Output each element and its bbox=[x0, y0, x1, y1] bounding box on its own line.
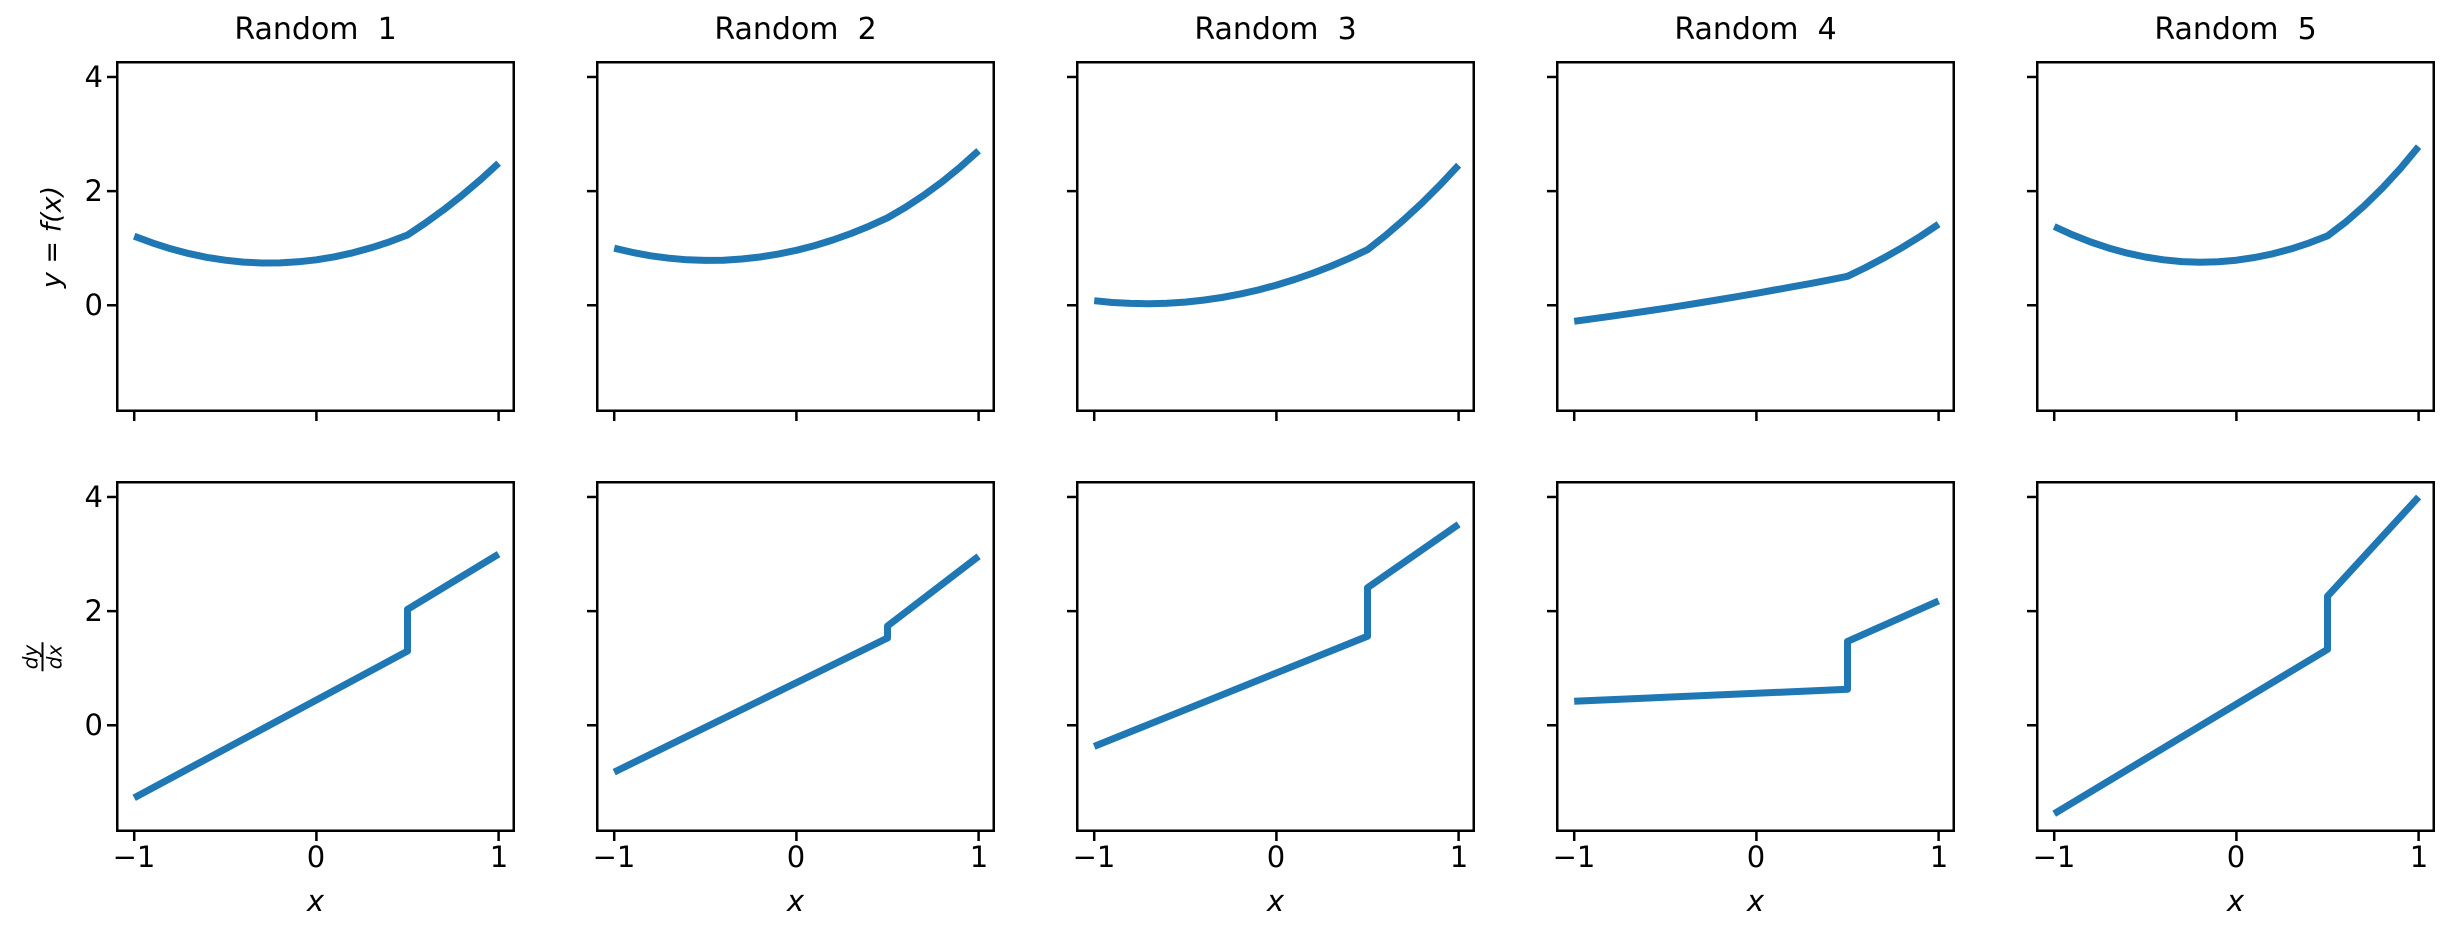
axes-spines bbox=[2036, 481, 2435, 832]
title-random-5: Random 5 bbox=[2154, 12, 2317, 47]
xtick-label: −1 bbox=[592, 840, 636, 874]
xtick-label: 1 bbox=[1449, 840, 1469, 874]
xtick-label: −1 bbox=[112, 840, 156, 874]
xticks-col-3: −1 0 1 bbox=[1072, 840, 1475, 876]
dy-dx-fraction: dy dx bbox=[18, 642, 67, 672]
xtick-label: 1 bbox=[489, 840, 509, 874]
xtick-label: −1 bbox=[2032, 840, 2076, 874]
plot-area-function-3 bbox=[1067, 61, 1475, 421]
curve-function bbox=[1573, 221, 1941, 325]
xtick-label: 0 bbox=[1746, 840, 1766, 874]
ytick-label-0-top: 0 bbox=[84, 288, 103, 322]
axes-spines bbox=[1076, 61, 1475, 412]
xlabel-col-3: x bbox=[1266, 884, 1285, 918]
curve-function bbox=[2052, 144, 2422, 266]
ytick-label-0-bottom: 0 bbox=[84, 708, 103, 742]
plot-area-function-5 bbox=[2027, 61, 2435, 421]
curve-function bbox=[1093, 162, 1462, 308]
ytick-label-4-top: 4 bbox=[84, 60, 103, 94]
xtick-label: 0 bbox=[2226, 840, 2246, 874]
curve-derivative bbox=[1574, 597, 1941, 705]
axes-spines bbox=[1556, 61, 1955, 412]
xtick-label: 1 bbox=[2409, 840, 2429, 874]
curve-derivative bbox=[612, 553, 981, 776]
plot-area-derivative-1 bbox=[107, 481, 515, 841]
axes-spines bbox=[1076, 481, 1475, 832]
axes-spines bbox=[1556, 481, 1955, 832]
plot-area-derivative-2 bbox=[587, 481, 995, 841]
curve-derivative bbox=[1092, 521, 1461, 750]
xtick-label: −1 bbox=[1552, 840, 1596, 874]
title-random-3: Random 3 bbox=[1194, 12, 1357, 47]
curve-derivative bbox=[2052, 494, 2422, 817]
ytick-label-2-top: 2 bbox=[84, 174, 103, 208]
plot-area-derivative-4 bbox=[1547, 481, 1955, 841]
xticks-col-1: −1 0 1 bbox=[112, 840, 515, 876]
xlabel-col-1: x bbox=[306, 884, 325, 918]
axes-spines bbox=[2036, 61, 2435, 412]
fraction-numerator: dy bbox=[18, 644, 43, 670]
title-random-1: Random 1 bbox=[234, 12, 397, 47]
xtick-label: 1 bbox=[969, 840, 989, 874]
axes-spines bbox=[596, 481, 995, 832]
xtick-label: 0 bbox=[786, 840, 806, 874]
xtick-label: 1 bbox=[1929, 840, 1949, 874]
xlabel-col-5: x bbox=[2226, 884, 2245, 918]
title-random-2: Random 2 bbox=[714, 12, 877, 47]
curve-function bbox=[613, 148, 981, 264]
xlabel-col-2: x bbox=[786, 884, 805, 918]
curve-function bbox=[132, 160, 501, 267]
fraction-denominator: dx bbox=[41, 642, 67, 672]
axes-spines bbox=[116, 61, 515, 412]
plot-area-function-4 bbox=[1547, 61, 1955, 421]
xtick-label: 0 bbox=[306, 840, 326, 874]
axes-spines bbox=[596, 61, 995, 412]
ytick-label-2-bottom: 2 bbox=[84, 594, 103, 628]
xticks-col-4: −1 0 1 bbox=[1552, 840, 1955, 876]
plot-area-function-1 bbox=[107, 61, 515, 421]
plot-area-derivative-3 bbox=[1067, 481, 1475, 841]
curve-derivative bbox=[132, 551, 501, 801]
axes-spines bbox=[116, 481, 515, 832]
xlabel-col-4: x bbox=[1746, 884, 1765, 918]
plot-area-function-2 bbox=[587, 61, 995, 421]
ylabel-derivative: dy dx bbox=[18, 642, 69, 672]
xticks-col-5: −1 0 1 bbox=[2032, 840, 2435, 876]
title-random-4: Random 4 bbox=[1674, 12, 1837, 47]
xticks-col-2: −1 0 1 bbox=[592, 840, 995, 876]
plot-area-derivative-5 bbox=[2027, 481, 2435, 841]
xtick-label: 0 bbox=[1266, 840, 1286, 874]
ytick-label-4-bottom: 4 bbox=[84, 480, 103, 514]
xtick-label: −1 bbox=[1072, 840, 1116, 874]
